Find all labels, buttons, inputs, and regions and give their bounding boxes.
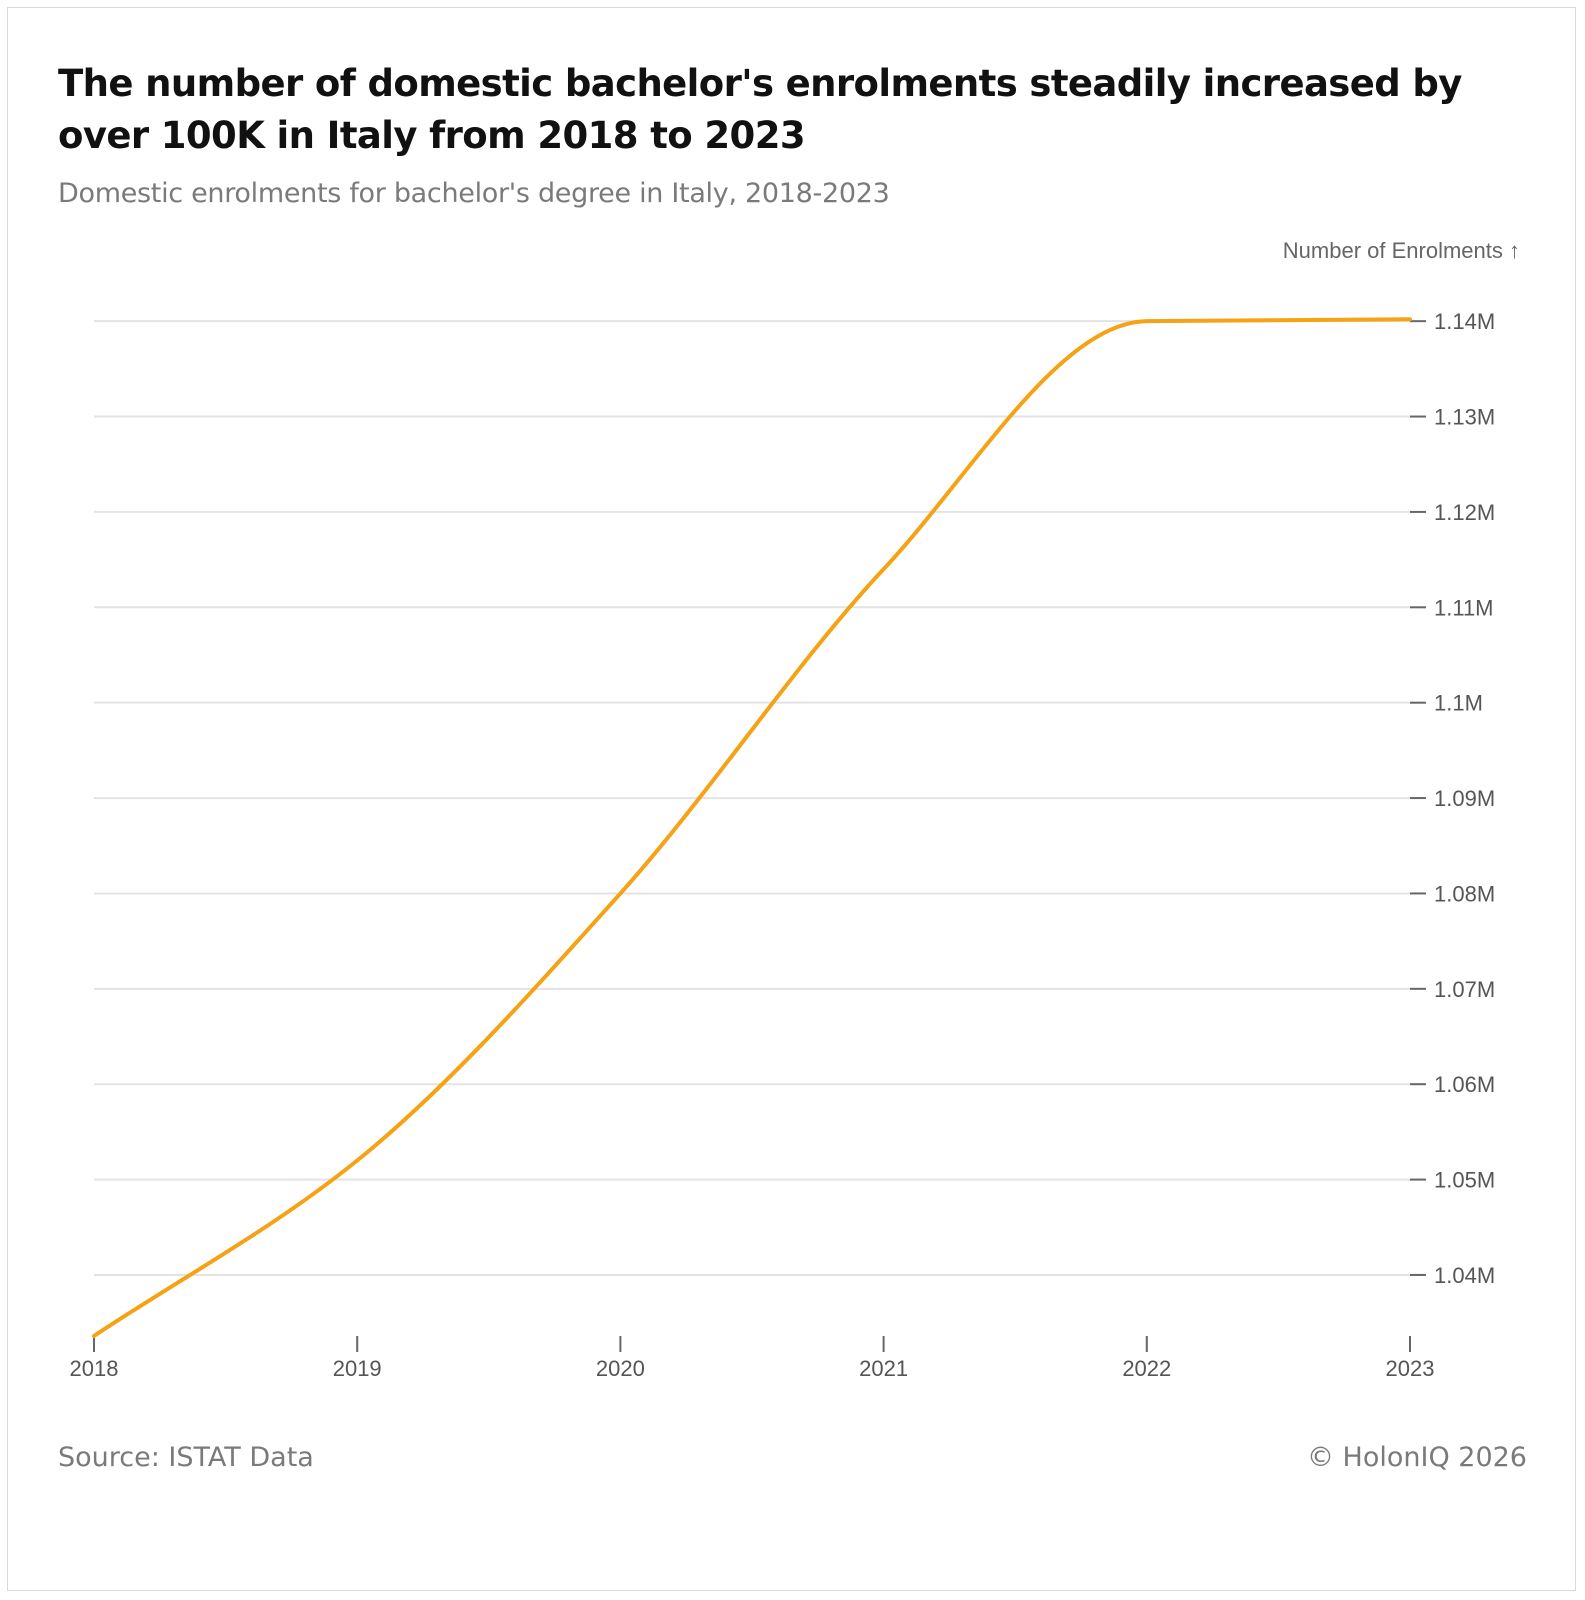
series-layer [92,317,1412,1338]
y-tick-label: 1.06M [1434,1072,1495,1097]
x-tick-label: 2021 [859,1356,908,1381]
x-tick-label: 2019 [333,1356,382,1381]
x-tick-label: 2023 [1386,1356,1435,1381]
y-tick-label: 1.12M [1434,500,1495,525]
y-tick-label: 1.13M [1434,405,1495,430]
copyright-note: © HolonIQ 2026 [1306,1442,1527,1473]
x-axis: 2018 2019 2020 2021 2022 2023 [70,1336,1435,1381]
y-tick-label: 1.11M [1434,595,1494,620]
y-tick-label: 1.09M [1434,786,1495,811]
x-tick-label: 2018 [70,1356,119,1381]
chart-subtitle: Domestic enrolments for bachelor's degre… [58,178,890,209]
gridlines [94,320,1410,1276]
y-tick-label: 1.05M [1434,1168,1495,1193]
x-tick-label: 2022 [1122,1356,1171,1381]
x-tick-label: 2020 [596,1356,645,1381]
y-tick-label: 1.1M [1434,691,1483,716]
y-tick-label: 1.07M [1434,977,1495,1002]
y-tick-label: 1.08M [1434,881,1495,906]
y-axis: 1.04M 1.05M 1.06M 1.07M 1.08M 1.09M 1.1M 1.11M 1… [1410,309,1495,1288]
y-tick-label: 1.04M [1434,1263,1495,1288]
y-tick-label: 1.14M [1434,309,1495,334]
source-note: Source: ISTAT Data [58,1442,314,1473]
series-line [92,317,1412,1338]
y-axis-label: Number of Enrolments ↑ [1283,238,1520,263]
chart-title: The number of domestic bachelor's enrolm… [58,62,1462,157]
